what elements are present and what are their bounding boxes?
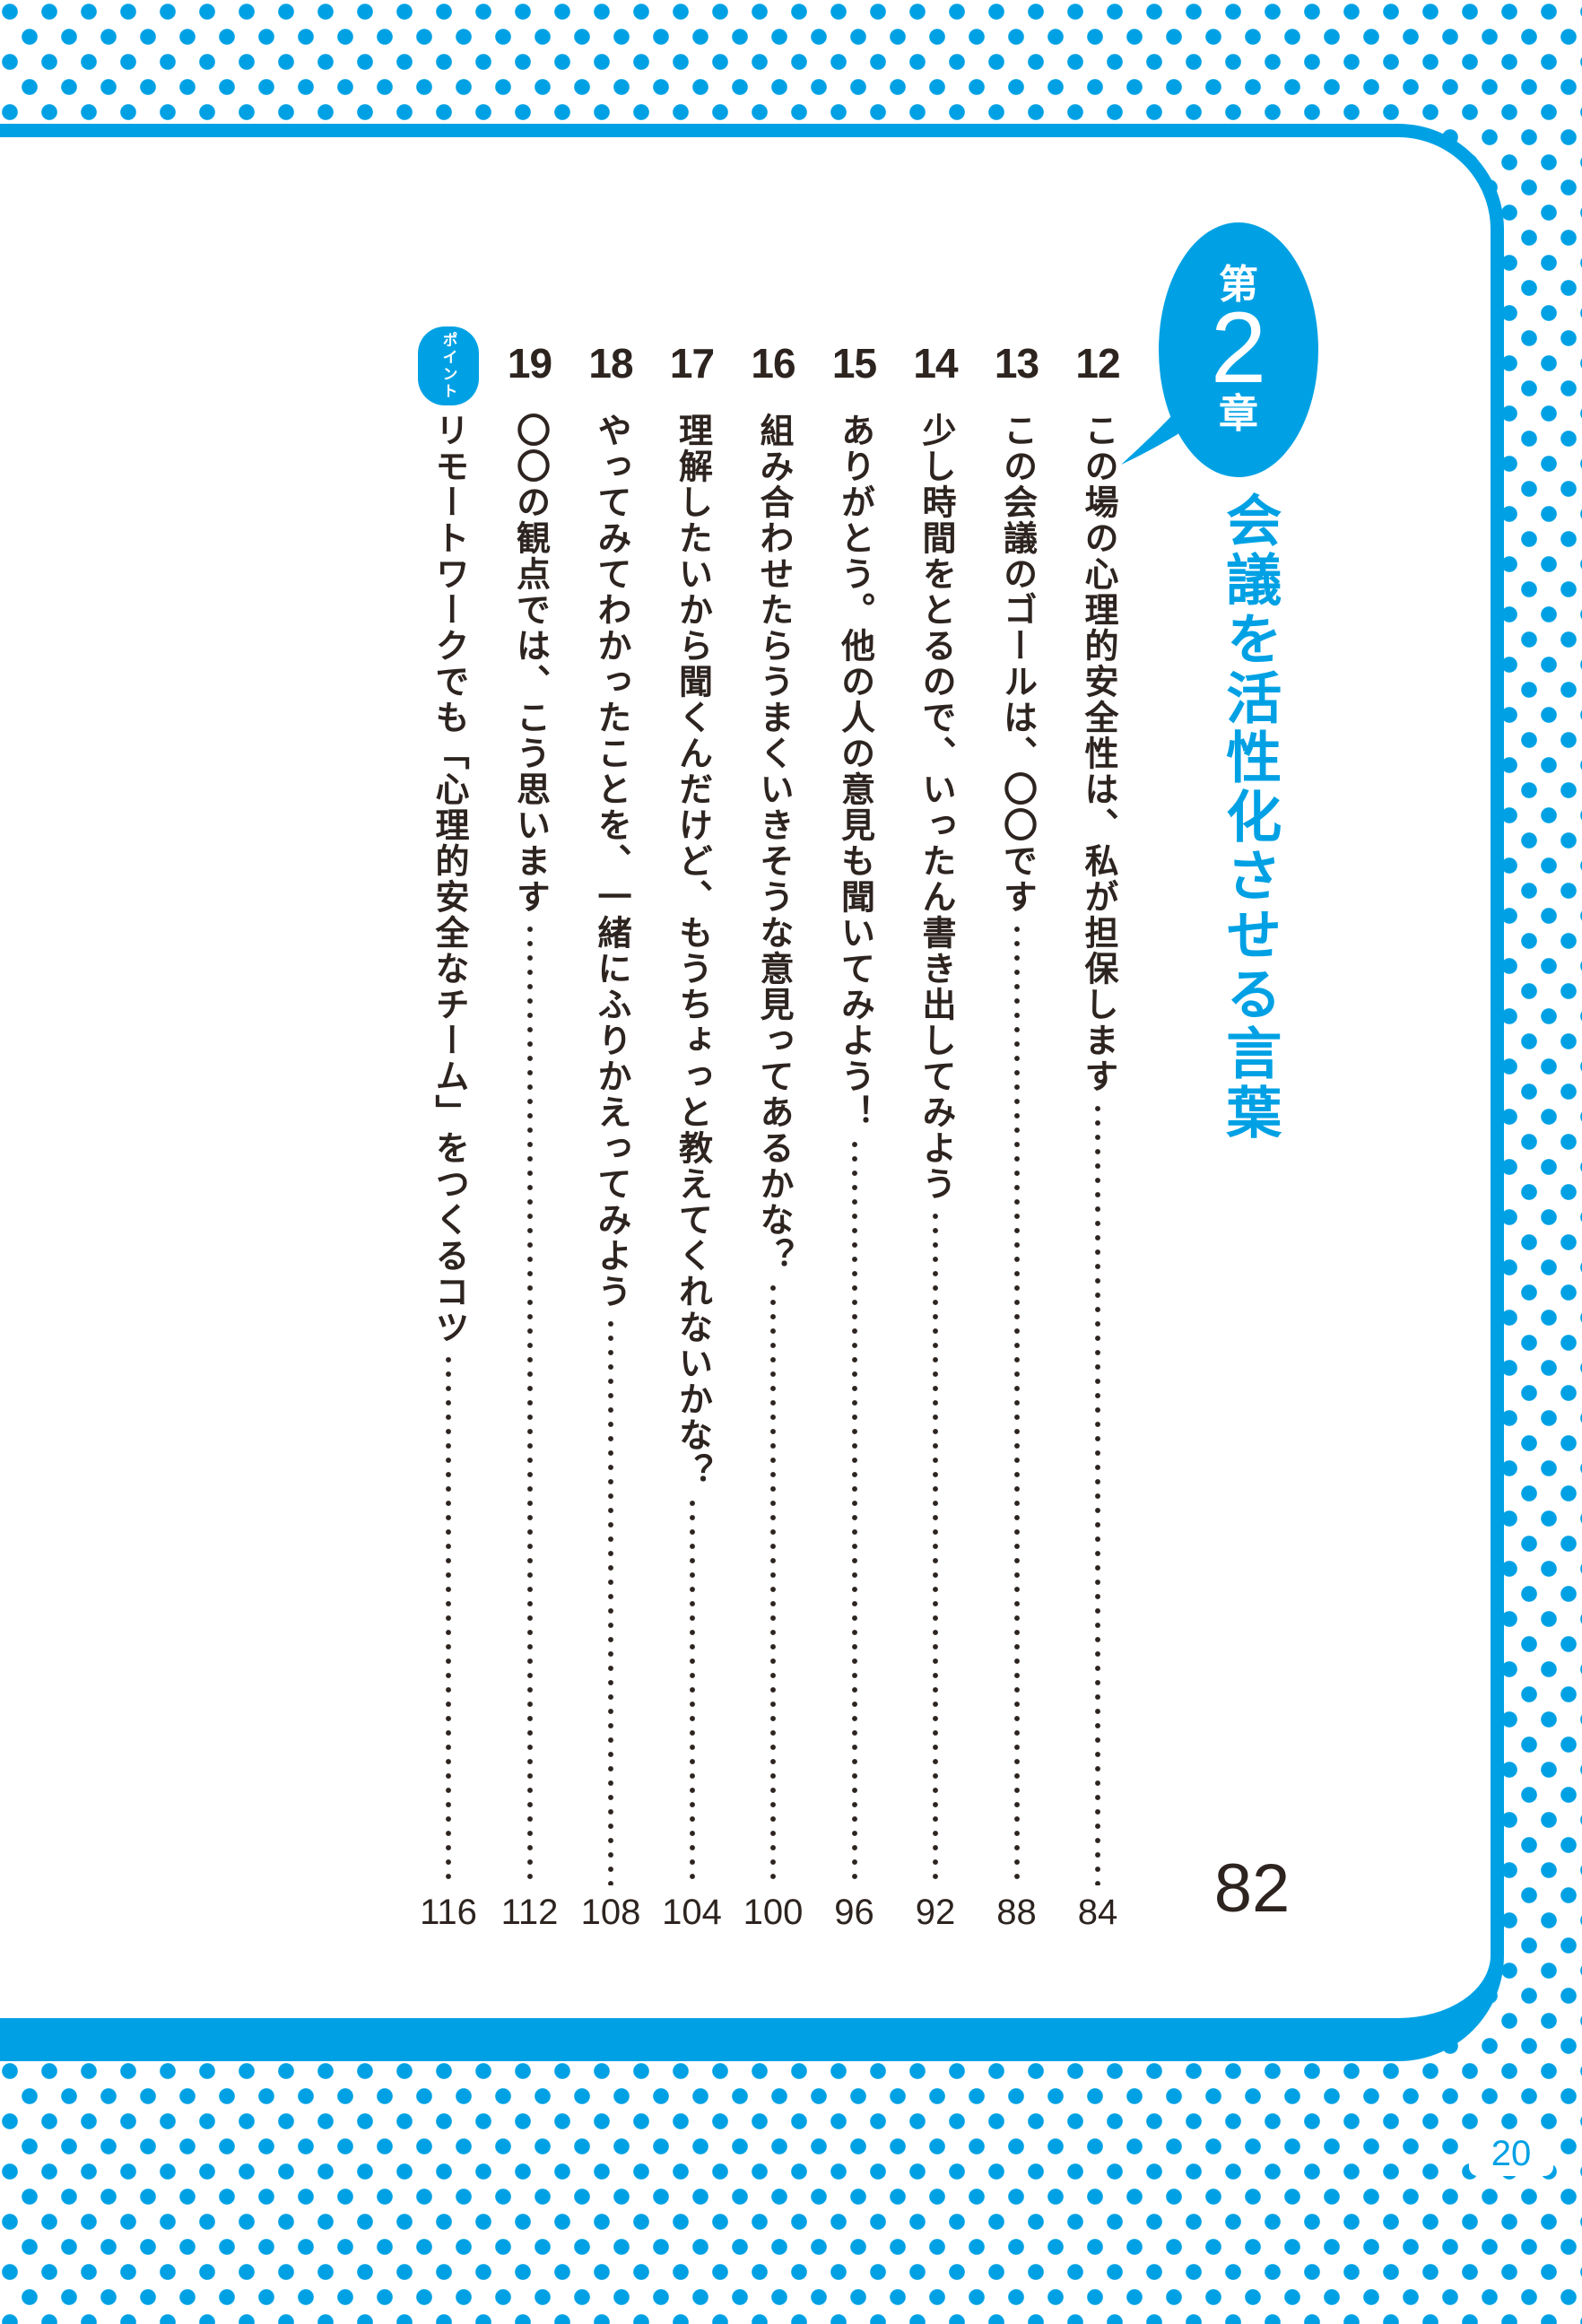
dotted-leader	[1013, 922, 1020, 1885]
toc-entry: 17 理解したいから聞くんだけど、もうちょっと教えてくれないかな？ 104	[652, 326, 733, 1932]
dotted-leader	[851, 1137, 857, 1885]
point-badge-label: ポイント	[439, 332, 457, 400]
entry-number: 13	[994, 340, 1039, 387]
chapter-prefix: 第	[1219, 263, 1258, 308]
entry-number: 12	[1075, 340, 1120, 387]
toc-entry-header: 14	[913, 326, 958, 409]
chapter-number-bubble: 第 2 章	[1159, 222, 1318, 477]
entry-title: ありがとう。他の人の意見も聞いてみよう！	[835, 413, 874, 1130]
table-of-contents: 12 この場の心理的安全性は、私が担保します 84 13 この会議のゴールは、〇…	[408, 326, 1138, 1932]
toc-entry: 18 やってみてわかったことを、一緒にふりかえってみよう 108	[570, 326, 651, 1932]
chapter-suffix: 章	[1219, 391, 1258, 436]
entry-number: 17	[669, 340, 715, 387]
book-page-number: 20	[1469, 2131, 1553, 2176]
toc-entry-header: 17	[669, 326, 715, 409]
entry-title: 理解したいから聞くんだけど、もうちょっと教えてくれないかな？	[673, 413, 711, 1489]
dotted-leader	[933, 1209, 938, 1885]
toc-entry-header: 18	[588, 326, 633, 409]
entry-page-number: 100	[743, 1893, 804, 1932]
entry-page-number: 116	[420, 1893, 477, 1932]
entry-page-number: 112	[500, 1893, 559, 1932]
dotted-leader	[1095, 1101, 1100, 1885]
dotted-leader	[526, 922, 533, 1885]
dotted-leader	[446, 1353, 451, 1885]
toc-entry-header: ポイント	[418, 326, 479, 409]
toc-entry-header: 15	[831, 326, 877, 409]
toc-entry: 14 少し時間をとるので、いったん書き出してみよう 92	[895, 326, 976, 1932]
toc-entry: 12 この場の心理的安全性は、私が担保します 84	[1057, 326, 1138, 1932]
dotted-leader	[608, 1317, 613, 1885]
chapter-title: 会議を活性化させる言葉	[1217, 492, 1280, 1143]
toc-entry: 16 組み合わせたらうまくいきそうな意見ってあるかな？ 100	[733, 326, 813, 1932]
toc-entry: 19 〇〇の観点では、こう思います 112	[490, 326, 570, 1932]
entry-title: リモートワークでも「心理的安全なチーム」をつくるコツ	[430, 413, 467, 1345]
entry-page-number: 92	[915, 1893, 956, 1932]
entry-title: やってみてわかったことを、一緒にふりかえってみよう	[592, 413, 630, 1310]
dotted-leader	[689, 1496, 695, 1885]
toc-entry-header: 13	[995, 326, 1039, 409]
entry-page-number: 96	[834, 1893, 874, 1932]
entry-number: 15	[831, 340, 877, 387]
entry-number: 19	[507, 340, 552, 387]
toc-entry: 15 ありがとう。他の人の意見も聞いてみよう！ 96	[814, 326, 895, 1932]
entry-title: 少し時間をとるので、いったん書き出してみよう	[917, 413, 954, 1202]
entry-title: この会議のゴールは、〇〇です	[997, 413, 1036, 915]
entry-page-number: 88	[996, 1893, 1037, 1932]
entry-page-number: 84	[1077, 1893, 1118, 1932]
entry-title: 〇〇の観点では、こう思います	[510, 413, 549, 915]
entry-number: 16	[751, 340, 795, 387]
chapter-start-page-number: 82	[1213, 1850, 1291, 1927]
entry-title: この場の心理的安全性は、私が担保します	[1079, 413, 1117, 1094]
entry-page-number: 104	[662, 1893, 722, 1932]
toc-entry: 13 この会議のゴールは、〇〇です 88	[977, 326, 1057, 1932]
point-badge: ポイント	[418, 326, 479, 405]
entry-number: 14	[913, 340, 958, 387]
toc-entry-header: 12	[1075, 326, 1120, 409]
dotted-leader	[770, 1281, 776, 1885]
chapter-number: 2	[1210, 292, 1267, 405]
toc-entry-point: ポイント リモートワークでも「心理的安全なチーム」をつくるコツ 116	[408, 326, 489, 1932]
toc-entry-header: 19	[508, 326, 552, 409]
entry-title: 組み合わせたらうまくいきそうな意見ってあるかな？	[754, 413, 792, 1274]
entry-page-number: 108	[580, 1893, 641, 1932]
entry-number: 18	[588, 340, 633, 387]
toc-entry-header: 16	[751, 326, 795, 409]
